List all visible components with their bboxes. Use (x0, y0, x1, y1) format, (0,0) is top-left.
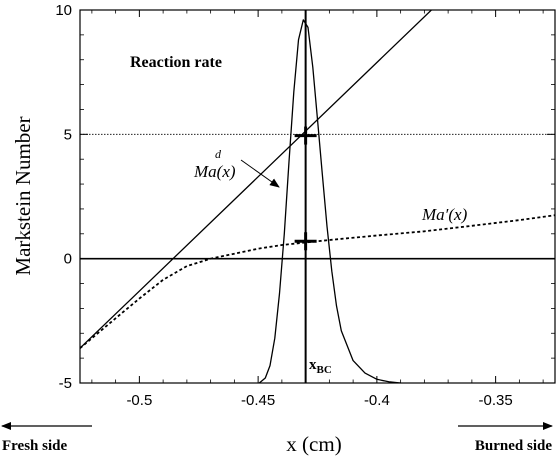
xbc-label: xBC (309, 357, 332, 376)
series-line-2 (258, 19, 401, 383)
burned-side-label: Burned side (475, 438, 552, 454)
x-tick-label: -0.45 (241, 392, 275, 409)
y-tick-label: 0 (64, 251, 72, 268)
x-tick-label: -0.4 (364, 392, 390, 409)
y-tick-label: -5 (59, 375, 72, 392)
y-axis-title: Markstein Number (11, 116, 35, 275)
xbc-label-base: x (309, 357, 317, 373)
xbc-label-subscript: BC (317, 364, 332, 376)
series-line-0 (80, 10, 433, 349)
y-tick-label: 5 (64, 126, 72, 143)
x-tick-label: -0.35 (479, 392, 513, 409)
plus-marker-0 (294, 126, 317, 145)
mad-label-arg: (x) (217, 162, 236, 181)
x-tick-label: -0.5 (126, 392, 152, 409)
plot-frame (79, 9, 556, 384)
maprime-label: Ma′(x) (421, 205, 468, 224)
x-axis-title: x (cm) (286, 432, 341, 456)
plus-marker-1 (294, 232, 317, 251)
reaction-rate-label: Reaction rate (130, 54, 222, 71)
fresh-side-label: Fresh side (2, 438, 67, 454)
mad-label: Ma(x) (193, 162, 236, 181)
y-tick-label: 10 (55, 2, 72, 19)
reaction-rate-pointer (240, 159, 280, 188)
mad-label-superscript: d (215, 147, 222, 161)
series-line-1 (80, 214, 555, 349)
mad-label-base: Ma (193, 162, 217, 181)
